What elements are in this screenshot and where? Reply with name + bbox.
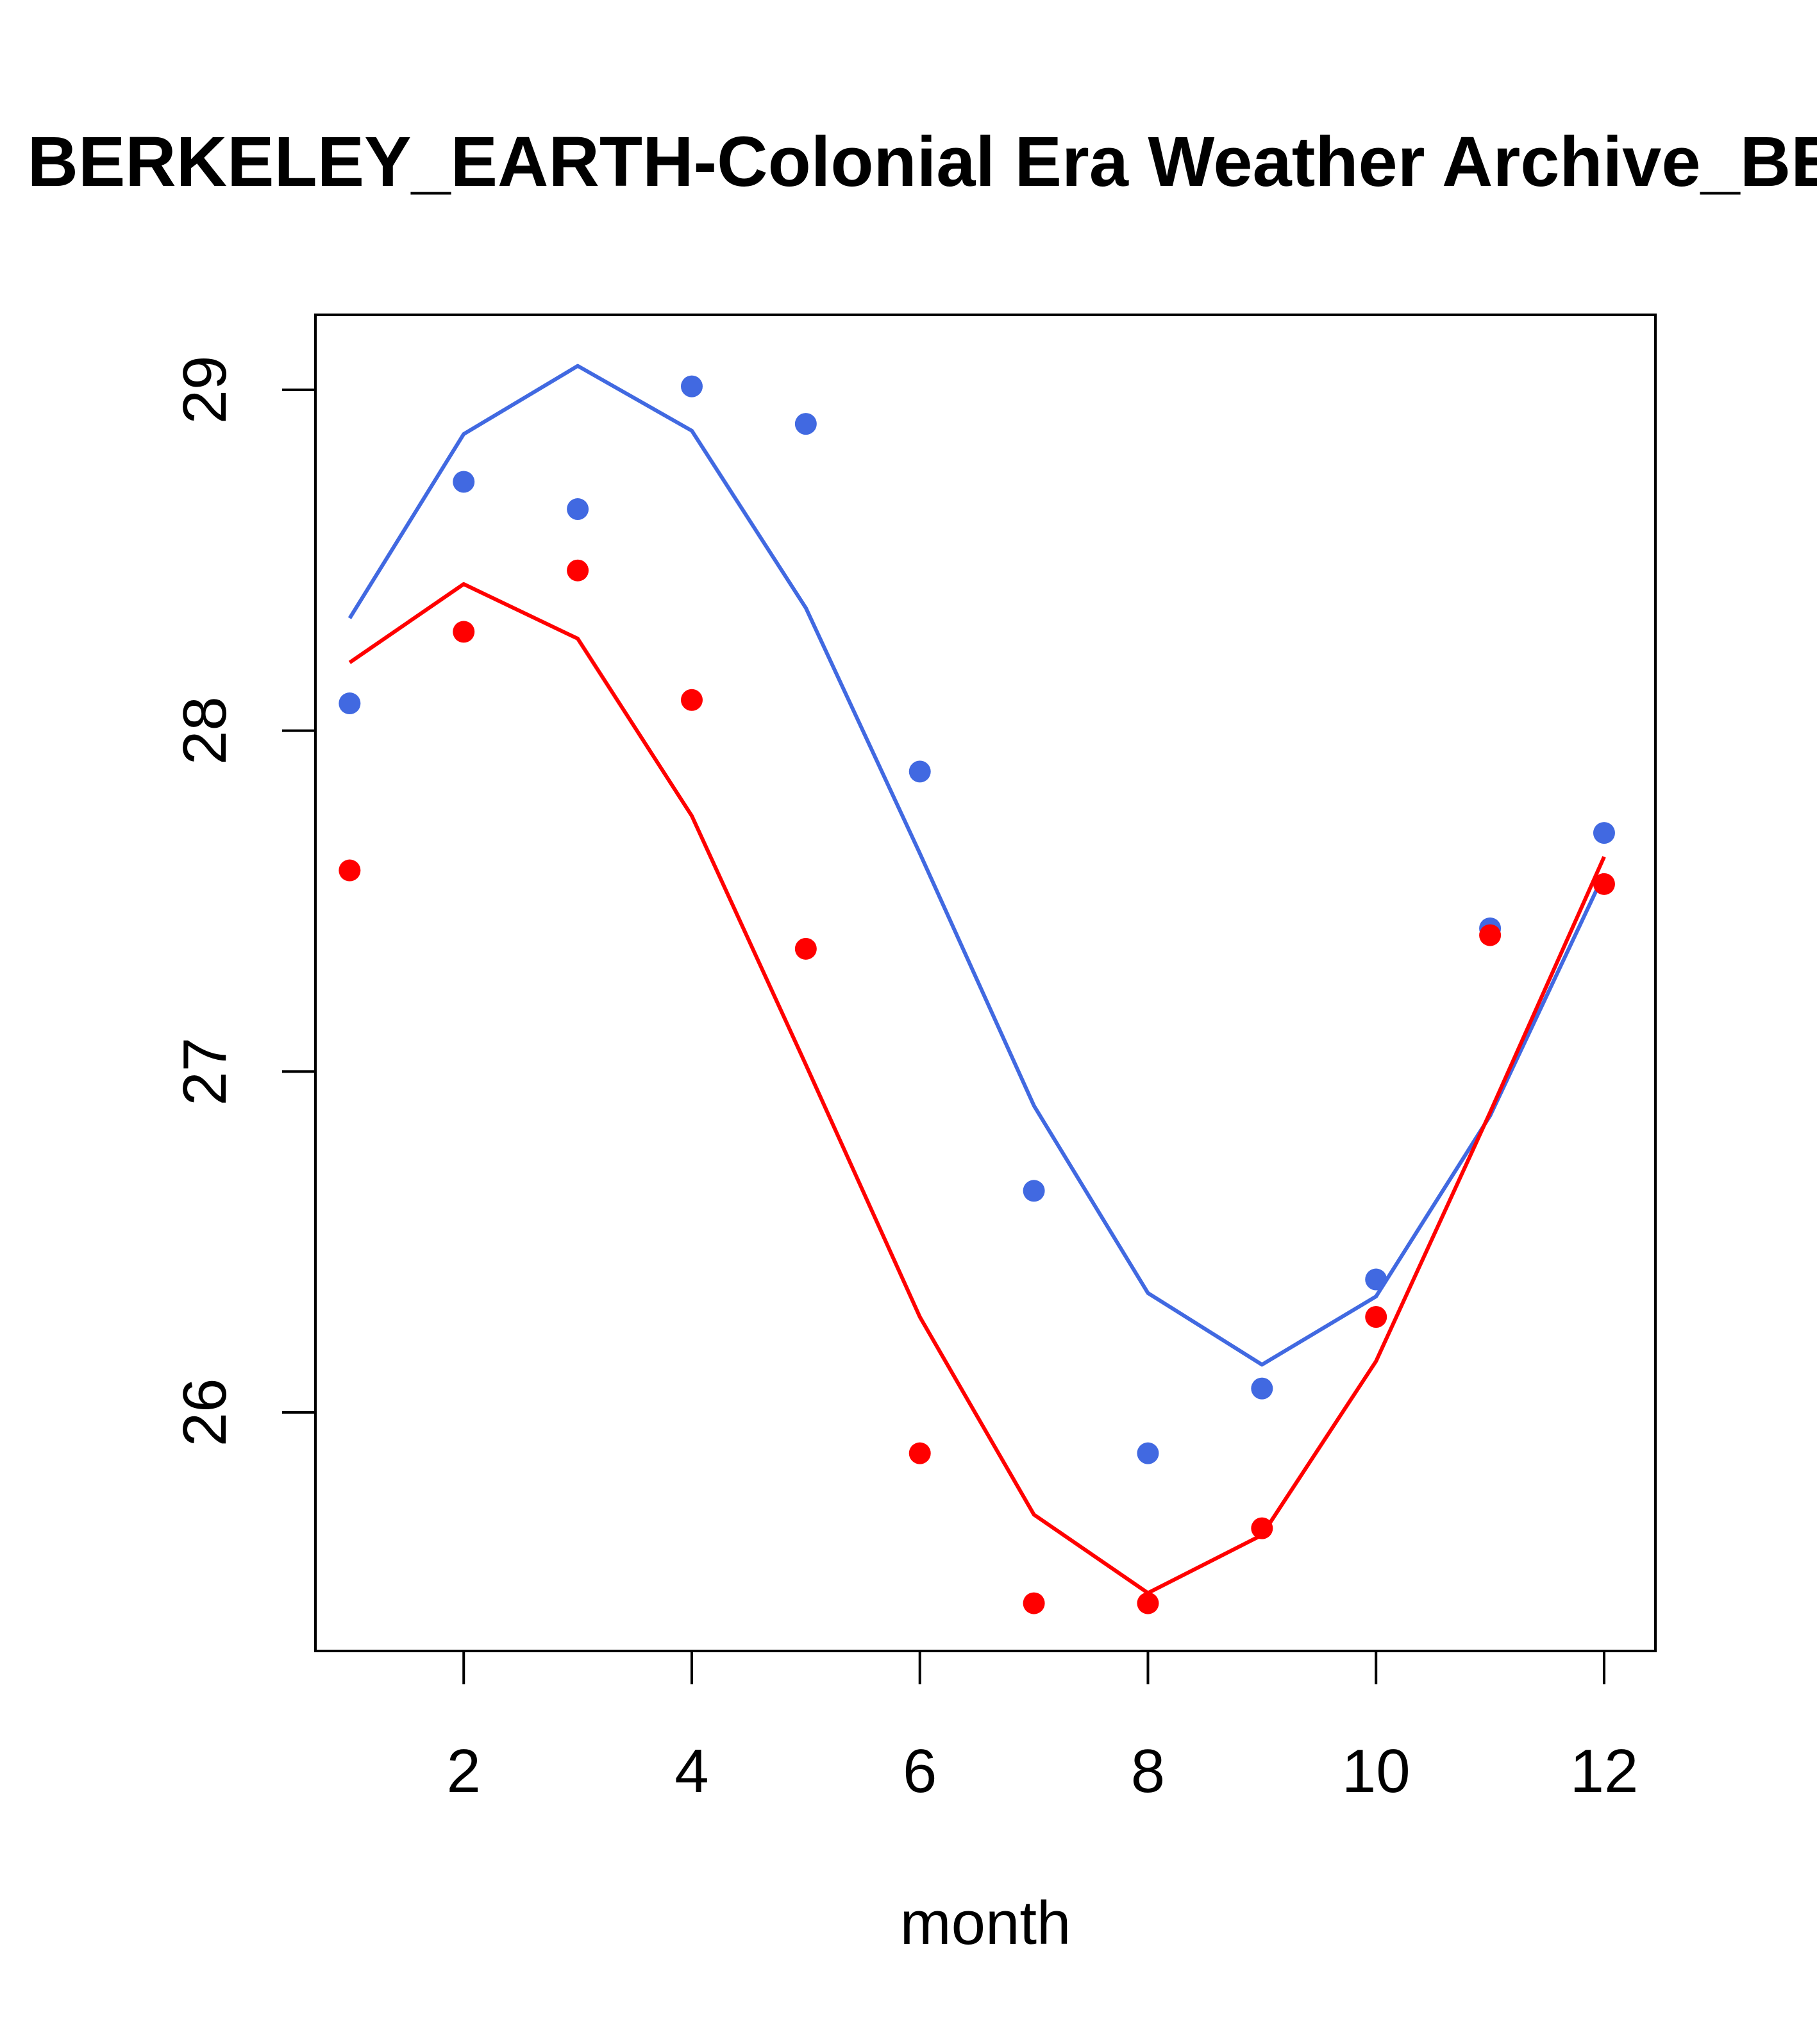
series-0-point-10 [1365,1268,1387,1291]
chart-title: BERKELEY_EARTH-Colonial Era Weather Arch… [28,122,1817,201]
series-0-point-3 [567,498,589,521]
x-tick-label-8: 8 [1131,1737,1165,1805]
series-0-line [347,364,1606,1367]
series-1-point-12 [1593,873,1615,895]
series-0-point-12 [1593,822,1615,844]
series-1-point-4 [680,689,703,711]
y-tick-label-27: 27 [171,1037,239,1106]
series-0-point-9 [1251,1377,1273,1400]
x-axis: 2 4 6 8 10 12 [447,1651,1639,1805]
x-axis-label: month [900,1889,1071,1957]
x-tick-label-4: 4 [674,1737,708,1805]
x-tick-label-10: 10 [1342,1737,1411,1805]
series-1-point-2 [453,621,475,643]
y-axis: 26 27 28 29 [171,356,315,1446]
y-tick-label-29: 29 [171,356,239,424]
x-tick-label-6: 6 [903,1737,937,1805]
series-1-point-6 [908,1442,931,1464]
plot-frame [314,314,1657,1652]
series-layer [339,364,1615,1614]
series-1-point-5 [794,937,817,960]
series-0-point-1 [339,692,361,715]
series-0-point-4 [680,375,703,398]
series-1-point-11 [1479,924,1502,946]
series-1-point-3 [567,559,589,582]
y-tick-label-26: 26 [171,1378,239,1446]
series-1-point-1 [339,859,361,882]
series-0-point-5 [794,413,817,435]
series-0-point-2 [453,471,475,493]
series-1-line [348,582,1606,1595]
y-tick-label-28: 28 [171,696,239,765]
series-1-point-10 [1365,1306,1387,1328]
series-0-point-8 [1137,1442,1159,1464]
series-1-point-8 [1137,1592,1159,1614]
series-1-point-7 [1023,1592,1045,1614]
series-0-point-7 [1023,1180,1045,1202]
x-tick-label-2: 2 [447,1737,481,1805]
series-1-point-9 [1251,1517,1273,1539]
x-tick-label-12: 12 [1570,1737,1639,1805]
series-0-point-6 [908,760,931,783]
